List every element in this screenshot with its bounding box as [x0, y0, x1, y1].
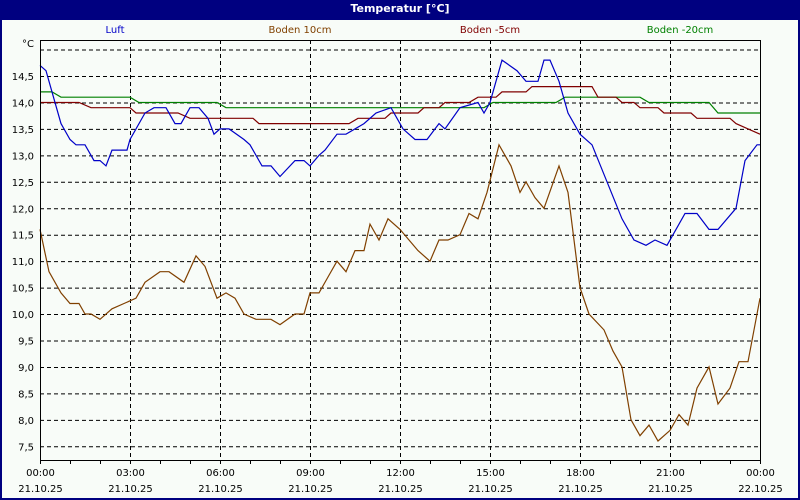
x-tick-time: 03:00	[116, 468, 145, 479]
y-tick-label: 12,5	[12, 178, 34, 189]
y-tick-label: 11,0	[12, 257, 34, 268]
x-tick-time: 00:00	[746, 468, 775, 479]
x-tick-time: 18:00	[566, 468, 595, 479]
x-tick-date: 21.10.25	[198, 484, 243, 495]
legend-item-luft: Luft	[105, 25, 125, 36]
y-tick-label: 14,5	[12, 72, 34, 83]
y-tick-label: 13,5	[12, 125, 34, 136]
x-tick-time: 06:00	[206, 468, 235, 479]
y-tick-label: 8,5	[18, 389, 34, 400]
series-line-boden-10cm	[39, 143, 761, 442]
y-tick-label: 10,0	[12, 310, 34, 321]
x-tick-time: 12:00	[386, 468, 415, 479]
plot-frame	[40, 40, 761, 461]
y-tick-label: 14,0	[12, 98, 34, 109]
x-tick-time: 09:00	[296, 468, 325, 479]
legend-item-boden-5cm: Boden -5cm	[459, 25, 521, 36]
x-tick-time: 00:00	[26, 468, 55, 479]
x-tick-time: 21:00	[656, 468, 685, 479]
x-tick-date: 21.10.25	[108, 484, 153, 495]
plot-area: 7,5 8,0 8,5 9,0 9,5 10,0 10,5 11,0 11,5 12,0 12,5 1…	[12, 39, 783, 495]
series-line-boden-5cm	[40, 85, 761, 135]
y-tick-label: 8,0	[18, 416, 34, 427]
x-tick-date: 21.10.25	[468, 484, 513, 495]
y-tick-label: 13,0	[12, 151, 34, 162]
y-tick-label: 11,5	[12, 231, 34, 242]
x-tick-date: 22.10.25	[738, 484, 783, 495]
y-tick-label: 9,5	[18, 337, 34, 348]
x-tick-date: 21.10.25	[288, 484, 333, 495]
x-tick-date: 21.10.25	[378, 484, 423, 495]
legend-item-boden-10cm: Boden 10cm	[268, 25, 332, 36]
y-tick-label: 12,0	[12, 204, 34, 215]
x-tick-time: 15:00	[476, 468, 505, 479]
x-tick-date: 21.10.25	[18, 484, 63, 495]
chart-canvas: Luft Boden 10cm Boden -5cm Boden -20cm 7…	[2, 20, 798, 498]
x-tick-date: 21.10.25	[558, 484, 603, 495]
y-tick-label: 10,5	[12, 284, 34, 295]
series-line-luft	[39, 59, 760, 247]
y-tick-label: 7,5	[18, 442, 34, 453]
y-tick-label: 9,0	[18, 363, 34, 374]
x-tick-date: 21.10.25	[648, 484, 693, 495]
chart-title: Temperatur [°C]	[350, 2, 450, 15]
legend-item-boden-20cm: Boden -20cm	[646, 25, 714, 36]
y-unit-label: °C	[22, 39, 34, 50]
